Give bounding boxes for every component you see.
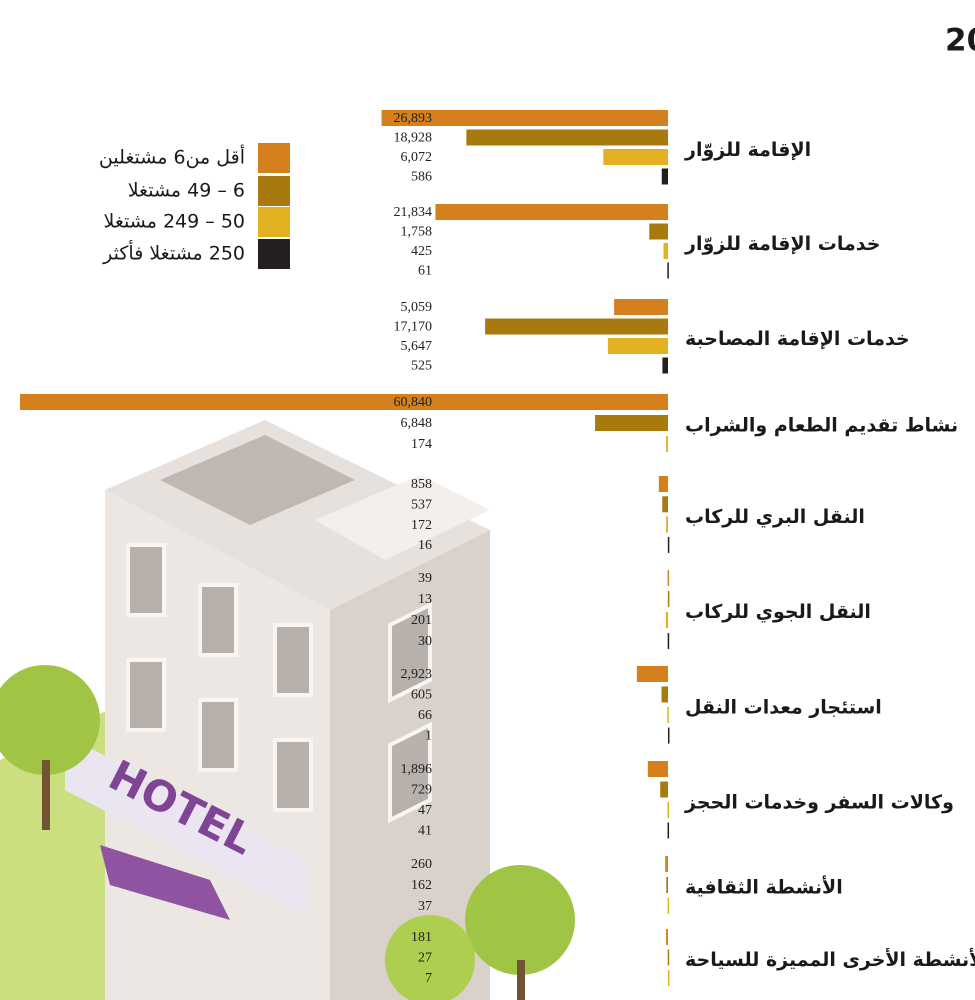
bar	[649, 223, 668, 240]
bar	[661, 168, 668, 185]
value-label: 13	[418, 592, 432, 607]
bar	[667, 949, 670, 966]
bar	[614, 299, 668, 315]
bar	[665, 612, 668, 628]
value-label: 30	[418, 634, 432, 649]
bar	[667, 727, 670, 744]
value-label: 729	[411, 783, 432, 798]
bar	[666, 436, 668, 452]
value-label: 201	[411, 613, 432, 628]
bar	[381, 110, 668, 126]
value-label: 39	[418, 571, 432, 586]
value-label: 5,647	[401, 339, 433, 354]
bar	[667, 591, 670, 607]
bar	[603, 149, 668, 165]
value-label: 37	[418, 899, 432, 914]
category-label: الأنشطة الأخرى المميزة للسياحة	[685, 948, 975, 971]
value-label: 60,840	[394, 395, 433, 410]
plot: 26,893 18,928 6,072 586 الإقامة للزوّار 21,83…	[20, 110, 975, 986]
value-label: 1,758	[401, 225, 433, 240]
bar	[667, 822, 670, 839]
category-label: النقل الجوي للركاب	[685, 601, 871, 624]
bar	[661, 686, 668, 703]
category-label: الإقامة للزوّار	[684, 139, 811, 161]
bar	[666, 516, 668, 533]
value-label: 21,834	[394, 205, 433, 220]
category-label: نشاط تقديم الطعام والشراب	[685, 415, 958, 437]
value-label: 260	[411, 857, 432, 872]
bar	[647, 761, 668, 777]
bar	[666, 877, 668, 893]
bar	[667, 570, 670, 586]
bar	[485, 318, 668, 335]
bar	[466, 129, 668, 146]
value-label: 41	[418, 824, 432, 839]
bar	[636, 666, 668, 682]
bar	[20, 394, 668, 410]
bar	[663, 243, 668, 259]
value-label: 605	[411, 688, 432, 703]
legend-swatch	[258, 239, 290, 269]
hotel-illustration: HOTEL	[0, 420, 575, 1000]
category-label: خدمات الإقامة المصاحبة	[685, 328, 910, 350]
value-label: 1	[425, 729, 432, 744]
bar	[662, 357, 668, 374]
value-label: 16	[418, 538, 432, 553]
bar	[662, 496, 668, 513]
bar	[665, 856, 668, 872]
legend-label: 50 – 249 مشتغلا	[104, 211, 245, 233]
legend: أقل من6 مشتغلين 6 – 49 مشتغلا 50 – 249 مشت…	[99, 143, 290, 269]
legend-swatch	[258, 176, 290, 206]
legend-swatch	[258, 207, 290, 237]
value-label: 6,072	[401, 150, 433, 165]
category-label: وكالات السفر وخدمات الحجز	[684, 791, 954, 813]
bar	[667, 898, 670, 914]
value-label: 181	[411, 930, 432, 945]
value-label: 2,923	[401, 667, 433, 682]
legend-label: 6 – 49 مشتغلا	[128, 180, 245, 202]
legend-label: 250 مشتغلا فأكثر	[102, 240, 245, 265]
value-label: 525	[411, 359, 432, 374]
legend-swatch	[258, 143, 290, 173]
category-label: استئجار معدات النقل	[685, 696, 882, 718]
bar	[667, 707, 669, 723]
category-label: الأنشطة الثقافية	[685, 876, 843, 899]
bar	[667, 536, 670, 553]
value-label: 47	[418, 803, 432, 818]
value-label: 6,848	[401, 416, 433, 431]
value-label: 18,928	[394, 131, 433, 146]
value-label: 858	[411, 477, 432, 492]
bar	[667, 802, 669, 818]
value-label: 172	[411, 518, 432, 533]
value-label: 537	[411, 498, 432, 513]
category-label: النقل البري للركاب	[685, 506, 865, 529]
value-label: 162	[411, 878, 432, 893]
chart-title: جملة المنشآت حسب فئة حجم المشتغلين والنش…	[945, 21, 975, 59]
category-label: خدمات الإقامة للزوّار	[684, 233, 880, 255]
bar	[667, 633, 670, 649]
bar	[667, 262, 669, 279]
bar	[658, 476, 668, 492]
bar	[667, 970, 670, 986]
bar	[660, 781, 668, 798]
value-label: 66	[418, 708, 432, 723]
value-label: 27	[418, 951, 432, 966]
legend-label: أقل من6 مشتغلين	[99, 145, 245, 169]
bar	[666, 929, 668, 945]
bar	[435, 204, 668, 220]
bar	[607, 338, 668, 354]
value-label: 1,896	[401, 762, 433, 777]
value-label: 26,893	[394, 111, 433, 126]
value-label: 174	[411, 437, 432, 452]
value-label: 61	[418, 264, 432, 279]
value-label: 5,059	[401, 300, 433, 315]
bar	[595, 415, 668, 431]
value-label: 7	[425, 971, 432, 986]
value-label: 17,170	[394, 320, 433, 335]
value-label: 586	[411, 170, 432, 185]
value-label: 425	[411, 244, 432, 259]
